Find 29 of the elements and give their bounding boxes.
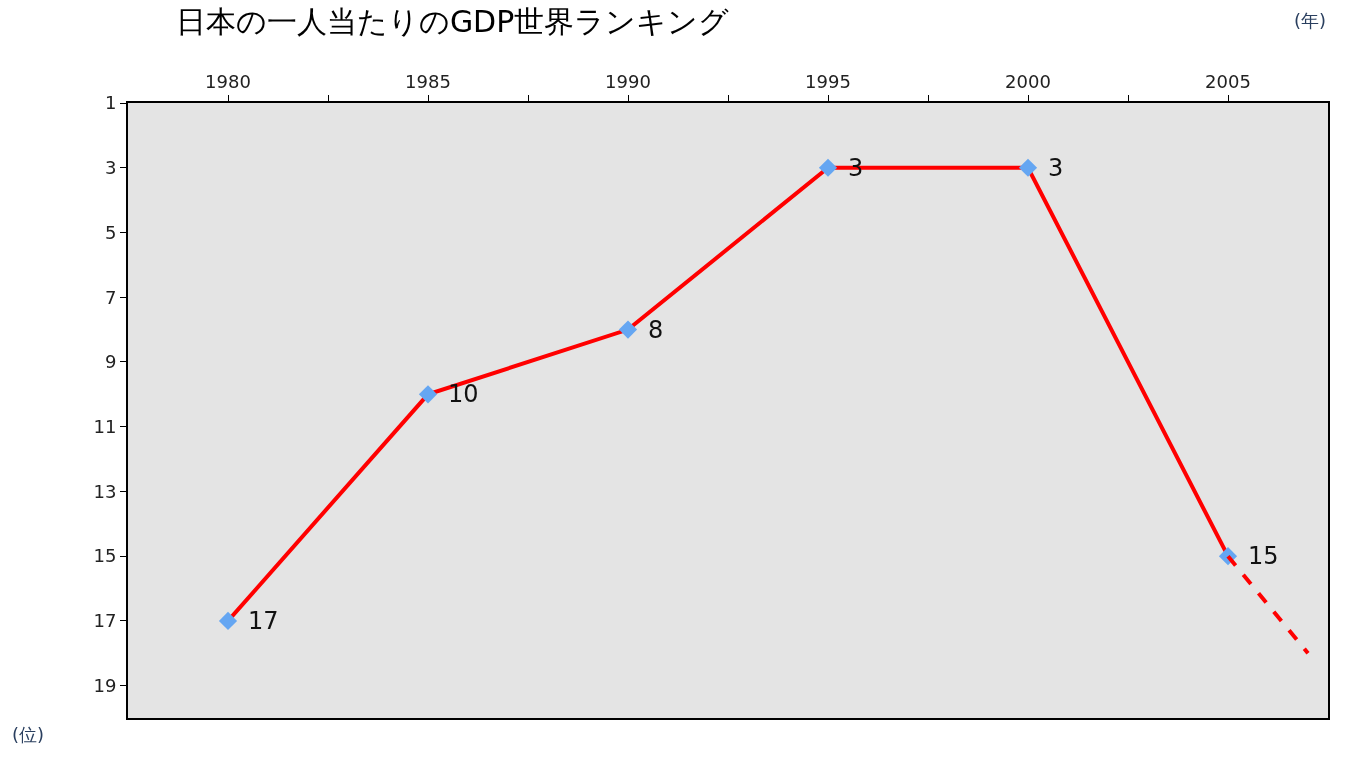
data-label: 10 bbox=[448, 380, 479, 408]
data-label: 17 bbox=[248, 607, 279, 635]
point bbox=[1018, 158, 1038, 177]
data-label: 8 bbox=[648, 316, 664, 344]
point bbox=[618, 320, 638, 339]
y-tick-label: 15 bbox=[93, 545, 117, 567]
y-tick-label: 5 bbox=[104, 221, 117, 243]
chart-title: 日本の一人当たりのGDP世界ランキング bbox=[175, 4, 730, 40]
y-tick-label: 11 bbox=[93, 415, 117, 437]
point bbox=[418, 385, 438, 404]
y-axis-title: (位) bbox=[12, 724, 45, 745]
x-axis-title: (年) bbox=[1294, 10, 1327, 31]
y-tick-label: 9 bbox=[104, 351, 117, 373]
x-tick-label: 1990 bbox=[605, 70, 651, 92]
point bbox=[218, 611, 238, 630]
x-tick-label: 2000 bbox=[1005, 70, 1051, 92]
y-tick-label: 7 bbox=[104, 286, 117, 308]
data-label: 15 bbox=[1248, 542, 1279, 570]
y-tick-label: 1 bbox=[104, 92, 117, 114]
data-label: 3 bbox=[1048, 154, 1064, 182]
x-tick-label: 2005 bbox=[1205, 70, 1251, 92]
x-tick-label: 1985 bbox=[405, 70, 451, 92]
x-tick-label: 1995 bbox=[805, 70, 851, 92]
y-tick-label: 17 bbox=[93, 610, 117, 632]
point bbox=[818, 158, 838, 177]
y-tick-label: 3 bbox=[104, 157, 117, 179]
x-tick-label: 1980 bbox=[205, 70, 251, 92]
y-tick-label: 13 bbox=[93, 480, 117, 502]
y-tick-label: 19 bbox=[93, 674, 117, 696]
